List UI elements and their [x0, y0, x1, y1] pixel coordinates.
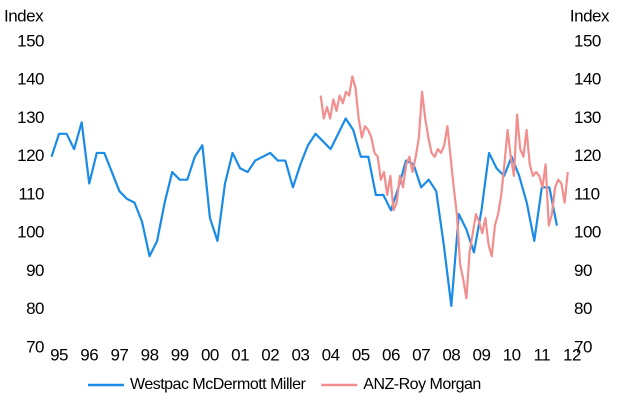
y-axis-label: Index [4, 6, 44, 25]
y2-tick-label: 140 [574, 70, 601, 89]
y-tick-label: 130 [17, 108, 44, 127]
y2-tick-label: 130 [574, 108, 601, 127]
x-tick-label: 00 [201, 345, 219, 364]
y-tick-label: 90 [26, 261, 44, 280]
x-tick-label: 02 [261, 345, 279, 364]
y-tick-label: 150 [17, 31, 44, 50]
y2-tick-label: 90 [574, 261, 592, 280]
x-tick-label: 96 [80, 345, 98, 364]
y2-tick-label: 110 [574, 184, 600, 203]
y2-axis-label: Index [570, 6, 610, 25]
y2-tick-label: 70 [574, 337, 592, 356]
legend-label: Westpac McDermott Miller [130, 376, 306, 393]
x-tick-label: 05 [352, 345, 370, 364]
y-tick-label: 110 [18, 184, 44, 203]
y-tick-label: 100 [17, 223, 44, 242]
x-tick-label: 08 [442, 345, 460, 364]
series-line [319, 75, 569, 300]
y2-tick-label: 120 [574, 146, 601, 165]
x-tick-label: 12 [563, 345, 581, 364]
x-tick-label: 95 [50, 345, 68, 364]
x-tick-label: 11 [533, 345, 550, 364]
y2-tick-label: 100 [574, 223, 601, 242]
x-tick-label: 03 [291, 345, 309, 364]
y-tick-label: 120 [17, 146, 44, 165]
y-tick-label: 80 [26, 299, 44, 318]
x-tick-label: 09 [473, 345, 491, 364]
series-line [50, 117, 558, 308]
x-tick-label: 97 [110, 345, 128, 364]
x-tick-label: 98 [141, 345, 159, 364]
x-tick-label: 06 [382, 345, 400, 364]
x-tick-label: 99 [171, 345, 189, 364]
y-tick-label: 70 [26, 337, 44, 356]
legend-label: ANZ-Roy Morgan [363, 376, 480, 393]
x-tick-label: 01 [231, 345, 249, 364]
x-tick-label: 07 [412, 345, 430, 364]
x-tick-label: 04 [322, 345, 340, 364]
y-tick-label: 140 [17, 70, 44, 89]
y2-tick-label: 150 [574, 31, 601, 50]
y2-tick-label: 80 [574, 299, 592, 318]
x-tick-label: 10 [503, 345, 521, 364]
